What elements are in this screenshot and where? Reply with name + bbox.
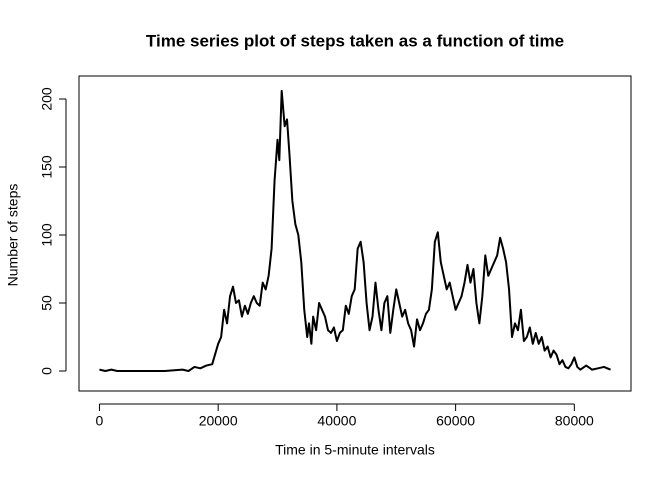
chart-title: Time series plot of steps taken as a fun… <box>146 31 564 50</box>
x-tick-label: 40000 <box>317 413 356 429</box>
x-tick-label: 20000 <box>199 413 238 429</box>
plot-box <box>78 75 632 392</box>
data-line <box>99 89 611 373</box>
y-tick-label: 200 <box>39 87 55 111</box>
y-tick-label: 0 <box>39 367 55 375</box>
x-axis-label: Time in 5-minute intervals <box>275 442 435 458</box>
y-tick-label: 100 <box>39 223 55 247</box>
y-tick-label: 150 <box>39 155 55 179</box>
y-tick-label: 50 <box>39 295 55 311</box>
x-tick-label: 80000 <box>555 413 594 429</box>
x-tick-label: 60000 <box>436 413 475 429</box>
y-axis-label: Number of steps <box>5 184 21 287</box>
x-tick-label: 0 <box>96 413 104 429</box>
